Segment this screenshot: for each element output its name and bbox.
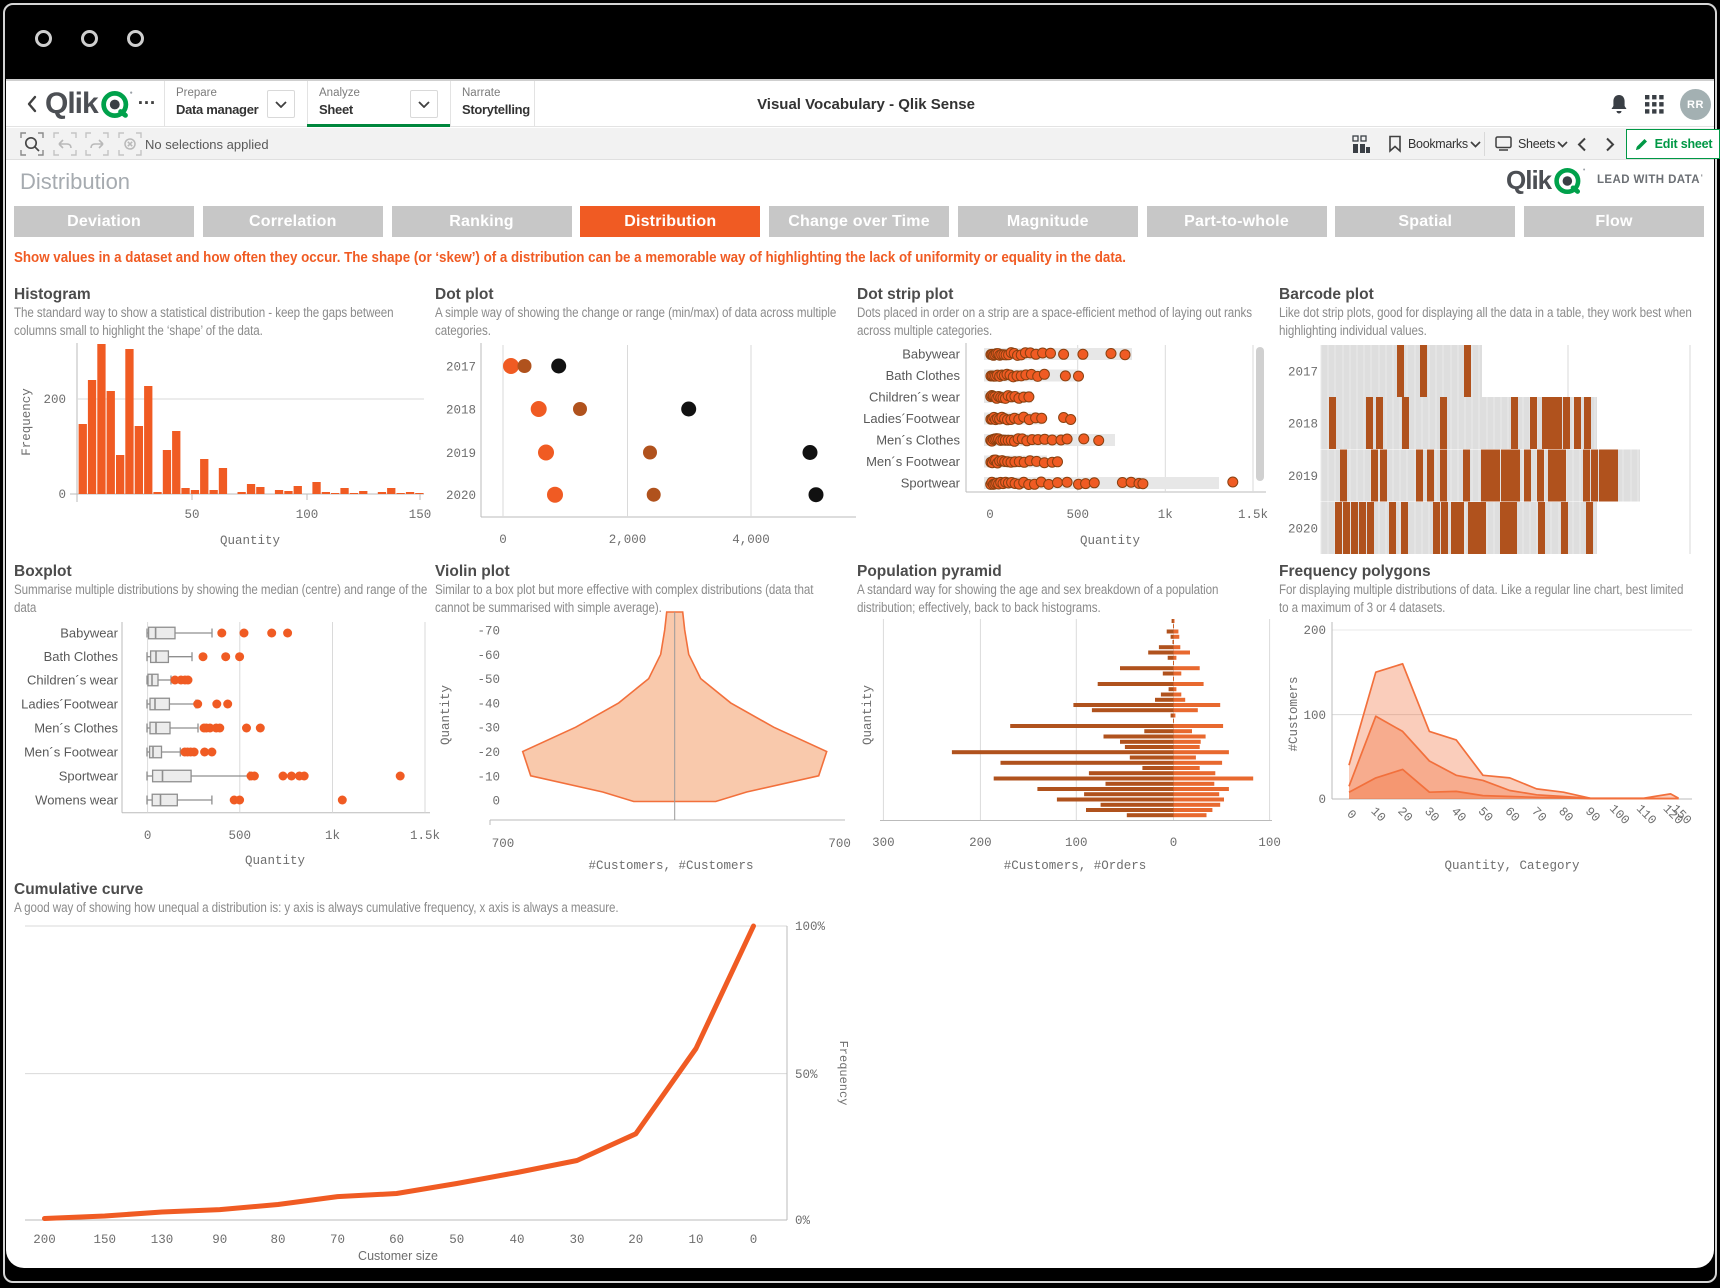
- svg-text:40: 40: [1448, 805, 1469, 826]
- svg-text:200: 200: [969, 836, 992, 850]
- svg-text:110: 110: [1633, 802, 1659, 828]
- svg-text:0%: 0%: [795, 1214, 811, 1228]
- svg-text:80: 80: [270, 1233, 285, 1247]
- svg-text:100: 100: [1606, 802, 1632, 828]
- svg-text:Babywear: Babywear: [902, 347, 960, 362]
- svg-text:50: 50: [449, 1233, 464, 1247]
- svg-text:Men´s Footwear: Men´s Footwear: [24, 745, 119, 760]
- svg-text:50%: 50%: [795, 1068, 818, 1082]
- svg-text:#Customers: #Customers: [1287, 676, 1301, 751]
- svg-text:Ladies´Footwear: Ladies´Footwear: [21, 697, 118, 712]
- svg-text:0: 0: [144, 829, 152, 843]
- svg-text:100%: 100%: [795, 920, 826, 934]
- svg-text:Quantity: Quantity: [439, 684, 453, 745]
- svg-text:10: 10: [688, 1233, 703, 1247]
- svg-text:Quantity: Quantity: [245, 854, 306, 868]
- svg-text:1k: 1k: [1158, 508, 1173, 522]
- svg-text:500: 500: [229, 829, 252, 843]
- svg-text:130: 130: [151, 1233, 174, 1247]
- svg-text:90: 90: [212, 1233, 227, 1247]
- svg-text:-40: -40: [477, 697, 500, 711]
- svg-text:Womens wear: Womens wear: [35, 793, 119, 808]
- svg-text:Men´s Clothes: Men´s Clothes: [876, 433, 960, 448]
- svg-text:-60: -60: [477, 649, 500, 663]
- svg-text:50: 50: [1475, 805, 1496, 826]
- svg-text:20: 20: [1394, 805, 1415, 826]
- svg-text:10: 10: [1368, 805, 1389, 826]
- svg-text:200: 200: [33, 1233, 56, 1247]
- svg-text:#Customers, #Customers: #Customers, #Customers: [588, 859, 753, 873]
- svg-text:4,000: 4,000: [732, 533, 770, 547]
- svg-text:0: 0: [750, 1233, 758, 1247]
- svg-text:1k: 1k: [325, 829, 340, 843]
- svg-text:0: 0: [1170, 836, 1178, 850]
- svg-text:30: 30: [1421, 805, 1442, 826]
- svg-text:100: 100: [1303, 709, 1326, 723]
- svg-text:100: 100: [1065, 836, 1088, 850]
- svg-text:700: 700: [492, 837, 515, 851]
- svg-text:2017: 2017: [1288, 366, 1318, 380]
- svg-text:Sportwear: Sportwear: [59, 769, 119, 784]
- svg-text:700: 700: [828, 837, 851, 851]
- svg-text:30: 30: [569, 1233, 584, 1247]
- svg-text:150: 150: [93, 1233, 116, 1247]
- svg-text:2019: 2019: [446, 447, 476, 461]
- svg-text:2020: 2020: [446, 489, 476, 503]
- svg-text:Quantity: Quantity: [220, 534, 281, 548]
- svg-text:150: 150: [1668, 802, 1694, 828]
- svg-text:0: 0: [1344, 807, 1359, 822]
- svg-text:80: 80: [1555, 805, 1576, 826]
- svg-text:70: 70: [1528, 805, 1549, 826]
- svg-text:200: 200: [1303, 624, 1326, 638]
- svg-text:Children´s wear: Children´s wear: [27, 673, 119, 688]
- svg-text:Men´s Clothes: Men´s Clothes: [34, 721, 118, 736]
- svg-text:Bath Clothes: Bath Clothes: [44, 649, 119, 664]
- svg-text:200: 200: [43, 393, 66, 407]
- svg-text:70: 70: [330, 1233, 345, 1247]
- svg-text:#Customers, #Orders: #Customers, #Orders: [1004, 859, 1147, 873]
- svg-text:Quantity: Quantity: [1080, 534, 1141, 548]
- svg-text:100: 100: [296, 508, 319, 522]
- svg-text:100: 100: [1258, 836, 1281, 850]
- svg-text:-10: -10: [477, 770, 500, 784]
- svg-text:40: 40: [509, 1233, 524, 1247]
- svg-text:Frequency: Frequency: [836, 1041, 850, 1106]
- svg-text:Sportwear: Sportwear: [901, 476, 961, 491]
- svg-text:0: 0: [986, 508, 994, 522]
- svg-text:-50: -50: [477, 673, 500, 687]
- svg-text:2020: 2020: [1288, 523, 1318, 537]
- svg-text:Ladies´Footwear: Ladies´Footwear: [863, 411, 960, 426]
- svg-text:1.5k: 1.5k: [1238, 508, 1268, 522]
- svg-text:Bath Clothes: Bath Clothes: [886, 368, 961, 383]
- svg-text:300: 300: [872, 836, 895, 850]
- svg-text:2,000: 2,000: [609, 533, 647, 547]
- svg-text:Quantity, Category: Quantity, Category: [1444, 859, 1580, 873]
- svg-text:0: 0: [1318, 793, 1326, 807]
- svg-text:2018: 2018: [446, 404, 476, 418]
- svg-text:Children´s wear: Children´s wear: [869, 390, 961, 405]
- svg-text:2019: 2019: [1288, 470, 1318, 484]
- svg-text:1.5k: 1.5k: [410, 829, 440, 843]
- svg-text:0: 0: [492, 795, 500, 809]
- svg-text:Frequency: Frequency: [20, 388, 34, 456]
- svg-text:Customer size: Customer size: [358, 1249, 438, 1263]
- svg-text:Men´s Footwear: Men´s Footwear: [866, 454, 961, 469]
- svg-text:60: 60: [1502, 805, 1523, 826]
- svg-text:2018: 2018: [1288, 418, 1318, 432]
- svg-text:150: 150: [409, 508, 432, 522]
- svg-text:Quantity: Quantity: [861, 684, 875, 745]
- svg-text:-70: -70: [477, 625, 500, 639]
- svg-text:50: 50: [184, 508, 199, 522]
- svg-text:120: 120: [1660, 802, 1686, 828]
- svg-text:2017: 2017: [446, 361, 476, 375]
- svg-text:60: 60: [389, 1233, 404, 1247]
- svg-text:0: 0: [58, 488, 66, 502]
- svg-text:500: 500: [1066, 508, 1089, 522]
- svg-text:0: 0: [499, 533, 507, 547]
- svg-text:-20: -20: [477, 746, 500, 760]
- svg-text:Babywear: Babywear: [60, 626, 118, 641]
- svg-text:90: 90: [1582, 805, 1603, 826]
- svg-text:-30: -30: [477, 722, 500, 736]
- svg-text:20: 20: [628, 1233, 643, 1247]
